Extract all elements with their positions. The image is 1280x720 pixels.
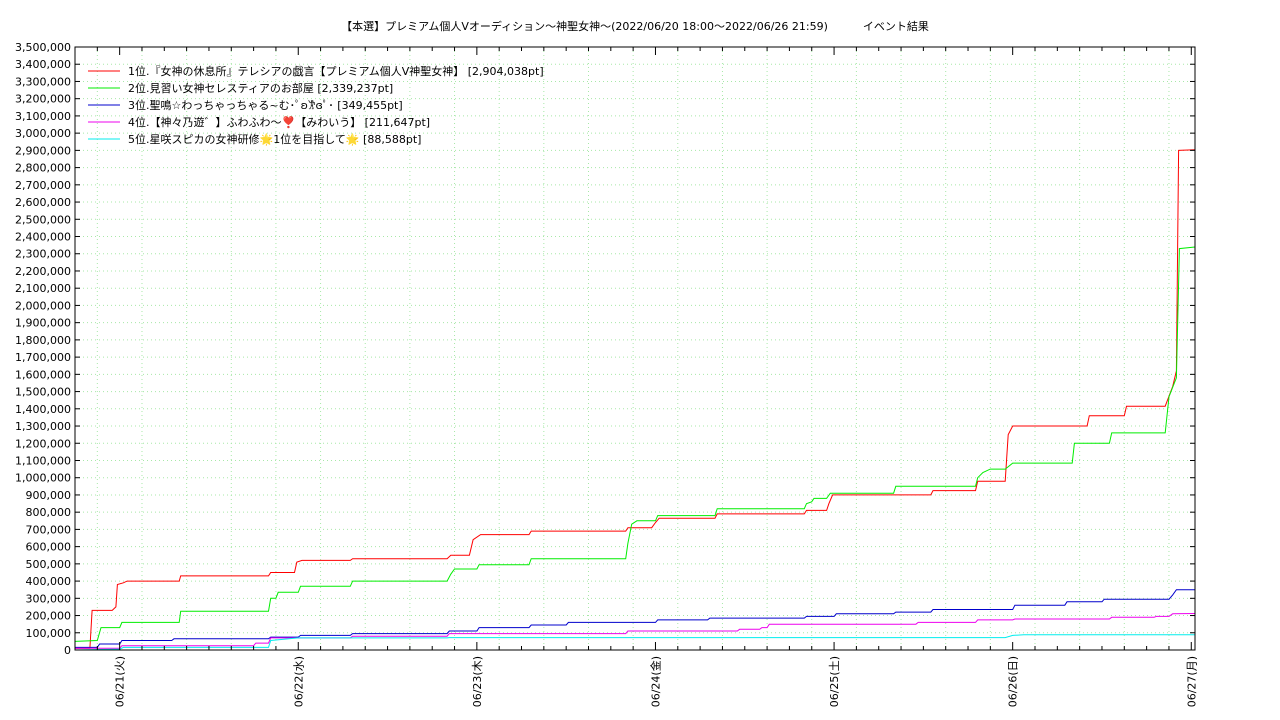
y-tick-label: 3,300,000: [15, 75, 71, 88]
y-axis: 0 100,000 200,000 300,000 400,000 500,000 600,…: [15, 41, 1195, 657]
y-tick-label: 1,700,000: [15, 351, 71, 364]
y-tick-label: 700,000: [26, 523, 72, 536]
y-tick-label: 300,000: [26, 592, 72, 605]
y-tick-label: 2,100,000: [15, 282, 71, 295]
y-tick-label: 900,000: [26, 489, 72, 502]
y-tick-label: 2,500,000: [15, 213, 71, 226]
legend-label-5: 5位.星咲スピカの女神研修🌟1位を目指して🌟 [88,588pt]: [128, 132, 421, 146]
y-tick-label: 2,300,000: [15, 248, 71, 261]
y-tick-label: 400,000: [26, 575, 72, 588]
chart-title: 【本選】プレミアム個人Vオーディション〜神聖女神～(2022/06/20 18:…: [341, 20, 929, 33]
x-tick-label: 06/24(金): [648, 656, 662, 707]
legend-label-3: 3位.聖鳴☆わっちゃっちゃる~む･ﾟʚ𐦂ɞﾟ･ [349,455pt]: [128, 98, 403, 112]
y-tick-label: 2,700,000: [15, 179, 71, 192]
grid: [75, 46, 1195, 650]
plot-frame: [74, 46, 1196, 651]
y-tick-label: 2,600,000: [15, 196, 71, 209]
y-tick-label: 100,000: [26, 627, 72, 640]
series-line-2: [74, 246, 1196, 642]
y-tick-label: 0: [64, 644, 71, 657]
x-tick-label: 06/22(水): [292, 656, 305, 707]
series-line-3: [75, 589, 1196, 648]
series-lines: [74, 149, 1196, 651]
x-tick-label: 06/23(木): [471, 656, 484, 707]
legend-label-2: 2位.見習い女神セレスティアのお部屋 [2,339,237pt]: [128, 81, 393, 95]
y-tick-label: 600,000: [26, 541, 72, 554]
y-tick-label: 1,400,000: [15, 403, 71, 416]
y-tick-label: 1,900,000: [15, 317, 71, 330]
y-tick-label: 1,000,000: [15, 472, 71, 485]
y-tick-label: 3,500,000: [15, 41, 71, 54]
series-line-5: [74, 634, 1196, 651]
legend: 1位.『女神の休息所』テレシアの戯言【プレミアム個人V神聖女神】 [2,904,…: [88, 64, 544, 146]
x-axis: 06/21(火) 06/22(水) 06/23(木) 06/24(金) 06/25(土)…: [96, 47, 1198, 707]
x-tick-label: 06/26(日): [1007, 656, 1020, 707]
series-line-1: [75, 149, 1196, 649]
x-tick-label: 06/27(月): [1185, 656, 1198, 707]
y-tick-label: 3,200,000: [15, 93, 71, 106]
y-tick-label: 1,100,000: [15, 454, 71, 467]
x-tick-label: 06/21(火): [114, 656, 127, 707]
y-tick-label: 800,000: [26, 506, 72, 519]
y-tick-label: 1,500,000: [15, 386, 71, 399]
y-tick-label: 1,600,000: [15, 368, 71, 381]
y-tick-label: 3,000,000: [15, 127, 71, 140]
legend-label-1: 1位.『女神の休息所』テレシアの戯言【プレミアム個人V神聖女神】 [2,904,…: [128, 64, 544, 78]
y-tick-label: 1,300,000: [15, 420, 71, 433]
y-tick-label: 2,900,000: [15, 144, 71, 157]
y-tick-label: 2,400,000: [15, 231, 71, 244]
y-tick-label: 1,800,000: [15, 334, 71, 347]
y-tick-label: 2,200,000: [15, 265, 71, 278]
x-tick-label: 06/25(土): [828, 656, 841, 707]
y-tick-label: 200,000: [26, 610, 72, 623]
y-tick-label: 1,200,000: [15, 437, 71, 450]
y-tick-label: 500,000: [26, 558, 72, 571]
y-tick-label: 3,400,000: [15, 58, 71, 71]
series-line-4: [75, 613, 1196, 649]
y-tick-label: 3,100,000: [15, 110, 71, 123]
y-tick-label: 2,800,000: [15, 162, 71, 175]
y-tick-label: 2,000,000: [15, 299, 71, 312]
legend-label-4: 4位.【神々乃遊゛】ふわふわ〜❣️【みわいう】 [211,647pt]: [128, 115, 430, 129]
